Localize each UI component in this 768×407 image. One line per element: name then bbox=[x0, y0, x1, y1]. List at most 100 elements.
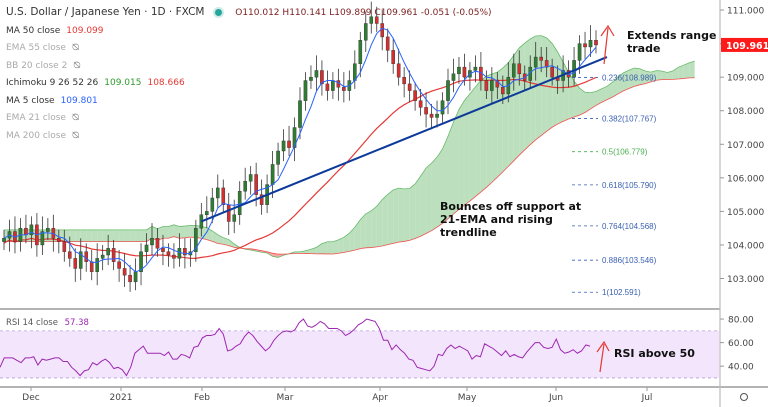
candle bbox=[89, 249, 94, 281]
eye-hidden-icon[interactable]: ⦰ bbox=[73, 60, 81, 71]
ichimoku-cloud-segment bbox=[409, 183, 416, 241]
ichimoku-cloud-segment bbox=[415, 176, 421, 239]
ichimoku-cloud-segment bbox=[612, 76, 618, 98]
candle bbox=[473, 55, 478, 83]
indicator-label: MA 50 close bbox=[6, 25, 61, 36]
ichimoku-cloud-segment bbox=[469, 87, 476, 202]
ichimoku-cloud-segment bbox=[546, 37, 553, 132]
candle-body bbox=[501, 87, 505, 95]
candle-body bbox=[583, 43, 587, 48]
ichimoku-cloud-segment bbox=[338, 237, 344, 254]
ichimoku-cloud-segment bbox=[448, 122, 454, 219]
note-extends-line2: trade bbox=[627, 42, 661, 55]
note-bounces-line3: trendline bbox=[440, 226, 497, 239]
candle-body bbox=[100, 254, 105, 259]
eye-hidden-icon[interactable]: ⦰ bbox=[71, 113, 80, 123]
ichimoku-cloud-segment bbox=[590, 91, 596, 109]
candle bbox=[287, 125, 291, 157]
time-tick-label: Jun bbox=[548, 393, 563, 403]
candle bbox=[73, 248, 78, 282]
ichimoku-cloud-segment bbox=[650, 70, 657, 82]
candle-body bbox=[484, 80, 489, 91]
candle-body bbox=[183, 248, 187, 256]
candle bbox=[385, 28, 390, 63]
candle bbox=[583, 31, 587, 59]
indicator-row[interactable]: MA 200 close ⦰ bbox=[6, 128, 492, 146]
candle bbox=[374, 6, 379, 32]
candle bbox=[396, 48, 401, 86]
candle bbox=[62, 229, 67, 262]
candle-body bbox=[73, 258, 78, 269]
candle-body bbox=[62, 241, 67, 252]
ichimoku-cloud-segment bbox=[354, 219, 361, 251]
candle-body bbox=[84, 251, 89, 262]
fib-level-label: 0.5(106.779) bbox=[602, 148, 648, 157]
ichimoku-cloud-segment bbox=[332, 239, 339, 254]
candle-body bbox=[473, 66, 478, 71]
candle bbox=[358, 31, 363, 78]
candle-body bbox=[117, 261, 121, 269]
indicator-row[interactable]: BB 20 close 2 ⦰ bbox=[6, 58, 492, 76]
eye-hidden-icon[interactable]: ⦰ bbox=[72, 130, 80, 141]
ohlc-low: L109.899 bbox=[329, 8, 372, 18]
fib-level-label: 0.236(108.989) bbox=[602, 74, 657, 83]
indicator-label: EMA 55 close bbox=[6, 43, 66, 53]
candle-body bbox=[237, 191, 242, 215]
candle-body bbox=[385, 36, 390, 51]
candle-body bbox=[577, 43, 582, 61]
ichimoku-cloud-segment bbox=[69, 229, 76, 242]
ichimoku-cloud-segment bbox=[458, 100, 465, 210]
candle-body bbox=[511, 63, 516, 78]
ichimoku-span-b bbox=[4, 77, 695, 255]
indicator-row[interactable]: EMA 21 close ⦰ bbox=[6, 110, 492, 128]
candle bbox=[424, 92, 428, 128]
indicator-row[interactable]: EMA 55 close ⦰ bbox=[6, 40, 492, 58]
price-tick-label: 111.000 bbox=[727, 7, 764, 17]
symbol-title: U.S. Dollar / Japanese Yen · 1D · FXCM bbox=[6, 6, 205, 18]
indicator-row[interactable]: Ichimoku 9 26 52 26 109.015 108.666 bbox=[6, 75, 492, 93]
candle bbox=[495, 72, 500, 99]
settings-gear-icon[interactable] bbox=[740, 393, 748, 401]
indicator-label: EMA 21 close bbox=[6, 113, 66, 123]
candle-body bbox=[325, 83, 330, 91]
eye-hidden-icon[interactable]: ⦰ bbox=[71, 43, 80, 53]
ichimoku-cloud-segment bbox=[201, 226, 207, 240]
candle-body bbox=[517, 63, 522, 75]
ichimoku-cloud-segment bbox=[152, 226, 158, 241]
candle bbox=[100, 244, 105, 271]
candle-body bbox=[161, 248, 165, 252]
candle-body bbox=[95, 258, 99, 272]
time-tick-label: Mar bbox=[277, 393, 294, 403]
candle bbox=[133, 258, 138, 291]
candle-body bbox=[259, 194, 264, 205]
candle bbox=[407, 70, 412, 103]
ichimoku-cloud-segment bbox=[382, 194, 388, 246]
ichimoku-cloud-segment bbox=[661, 71, 668, 80]
rsi-legend[interactable]: RSI 14 close 57.38 bbox=[6, 318, 89, 328]
rsi-line bbox=[0, 318, 591, 377]
indicator-row[interactable]: MA 5 close 109.801 bbox=[6, 93, 492, 111]
indicator-label: MA 5 close bbox=[6, 95, 55, 106]
indicator-row[interactable]: MA 50 close 109.099 bbox=[6, 23, 492, 41]
ichimoku-cloud-segment bbox=[634, 68, 640, 87]
ichimoku-cloud-segment bbox=[398, 188, 405, 243]
ichimoku-cloud-segment bbox=[305, 249, 311, 254]
candle-body bbox=[396, 63, 401, 78]
rsi-label: RSI 14 close bbox=[6, 318, 58, 328]
candle-body bbox=[588, 40, 593, 48]
candle-body bbox=[2, 238, 6, 242]
ichimoku-cloud-segment bbox=[585, 92, 591, 113]
candle bbox=[391, 38, 395, 74]
candle-body bbox=[314, 70, 319, 78]
candle-body bbox=[369, 16, 374, 24]
candle-body bbox=[210, 197, 215, 212]
note-bounces-line1: Bounces off support at bbox=[440, 200, 582, 213]
note-extends-range: Extends range trade bbox=[627, 29, 716, 55]
time-tick-label: 2021 bbox=[110, 393, 133, 403]
candle-body bbox=[166, 251, 171, 256]
candle bbox=[451, 58, 456, 93]
candle-body bbox=[440, 100, 445, 115]
ichimoku-cloud-segment bbox=[86, 229, 92, 242]
ichimoku-cloud-segment bbox=[420, 167, 427, 237]
